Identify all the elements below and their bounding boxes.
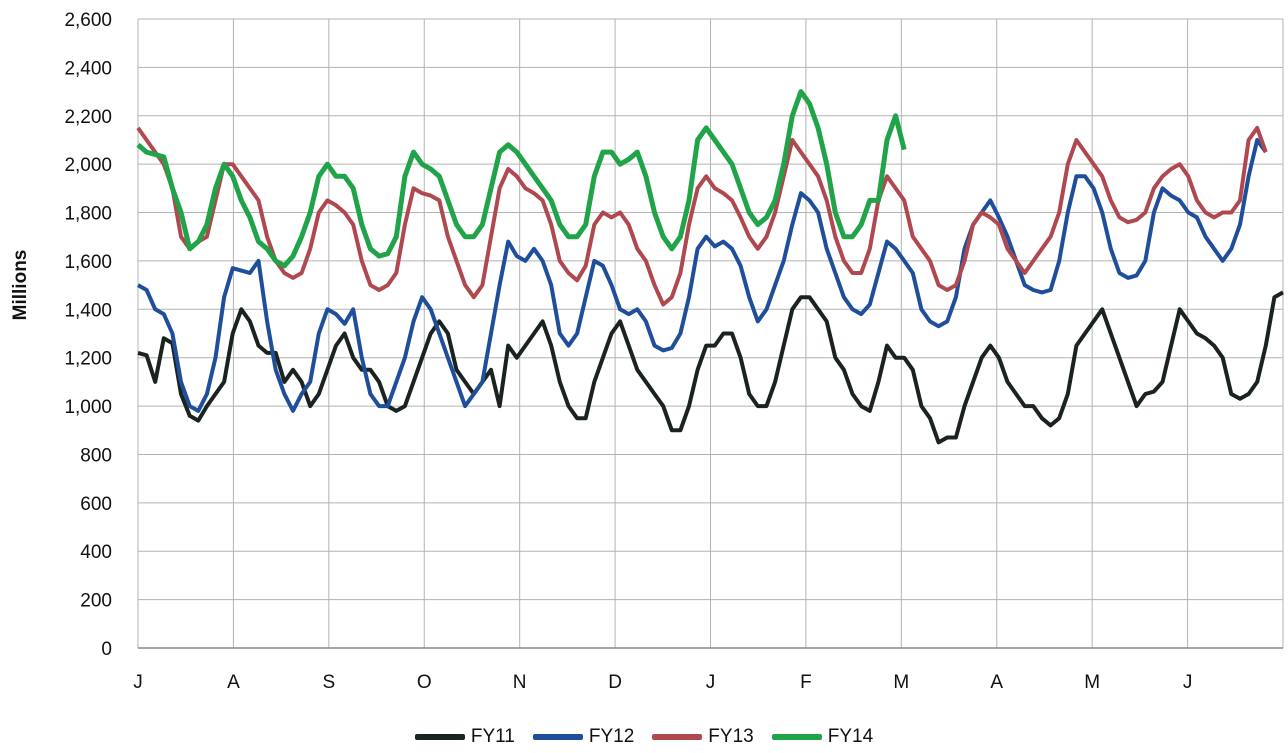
y-axis-title: Millions — [10, 250, 31, 321]
x-tick-label: F — [800, 672, 812, 693]
y-tick-label: 1,600 — [64, 252, 112, 273]
legend-item-fy11: FY11 — [415, 726, 515, 748]
y-tick-label: 1,800 — [64, 204, 112, 225]
legend-label: FY12 — [589, 726, 634, 748]
legend-label: FY11 — [471, 726, 515, 748]
legend-label: FY14 — [828, 726, 873, 748]
y-tick-label: 600 — [80, 494, 112, 515]
x-tick-label: N — [513, 672, 527, 693]
legend-swatch — [772, 734, 822, 740]
y-tick-label: 800 — [80, 445, 112, 466]
x-tick-label: D — [608, 672, 622, 693]
y-tick-label: 2,200 — [64, 107, 112, 128]
x-tick-label: O — [417, 672, 432, 693]
legend-swatch — [652, 734, 702, 740]
x-tick-label: M — [893, 672, 909, 693]
legend-label: FY13 — [708, 726, 753, 748]
x-tick-label: J — [706, 672, 716, 693]
chart-legend: FY11 FY12 FY13 FY14 — [0, 722, 1288, 752]
x-tick-label: J — [133, 672, 143, 693]
x-tick-label: M — [1084, 672, 1100, 693]
legend-swatch — [533, 734, 583, 740]
y-tick-label: 200 — [80, 591, 112, 612]
y-tick-label: 1,400 — [64, 300, 112, 321]
y-axis-ticks: 0 200 400 600 800 1,000 1,200 1,400 1,600 1,800 2,… — [64, 10, 112, 660]
x-tick-label: A — [990, 672, 1003, 693]
legend-item-fy13: FY13 — [652, 726, 753, 748]
y-tick-label: 1,000 — [64, 397, 112, 418]
y-tick-label: 400 — [80, 542, 112, 563]
legend-item-fy12: FY12 — [533, 726, 634, 748]
y-tick-label: 2,600 — [64, 10, 112, 31]
x-tick-label: J — [1183, 672, 1193, 693]
x-tick-label: A — [227, 672, 240, 693]
y-tick-label: 2,000 — [64, 155, 112, 176]
legend-swatch — [415, 734, 465, 740]
x-tick-label: S — [322, 672, 335, 693]
y-tick-label: 1,200 — [64, 349, 112, 370]
legend-item-fy14: FY14 — [772, 726, 873, 748]
y-tick-label: 0 — [101, 639, 112, 660]
y-tick-label: 2,400 — [64, 58, 112, 79]
